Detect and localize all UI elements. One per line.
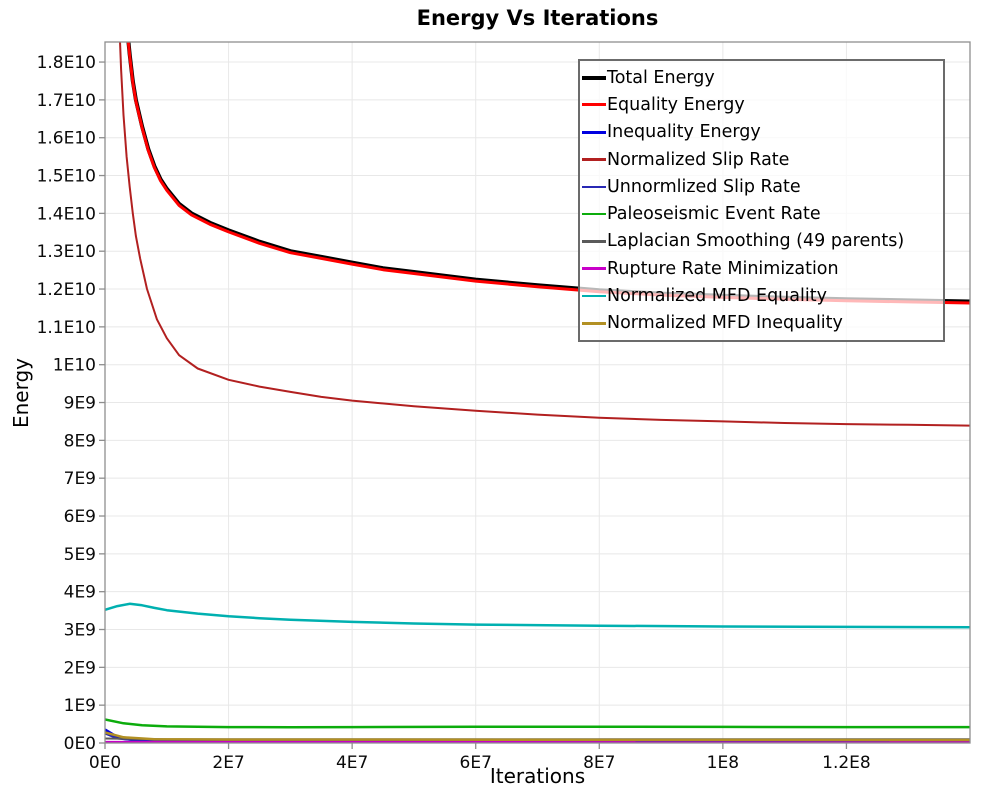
y-tick-label: 3E9 — [64, 621, 96, 641]
legend-swatch — [582, 103, 606, 107]
y-tick-label: 1.1E10 — [37, 318, 96, 338]
x-tick-label: 4E7 — [336, 753, 368, 773]
y-tick-label: 2E9 — [64, 658, 96, 678]
legend-item-label: Paleoseismic Event Rate — [607, 204, 821, 225]
x-tick-label: 0E0 — [89, 753, 121, 773]
legend-swatch — [582, 185, 606, 189]
y-tick-label: 1.2E10 — [37, 280, 96, 300]
plot-border — [104, 41, 971, 744]
legend-swatch — [582, 322, 606, 325]
series-line-paleoseismic-event-rate — [105, 718, 970, 729]
legend-swatch — [582, 294, 606, 298]
y-tick-label: 1.4E10 — [37, 204, 96, 224]
y-tick-label: 1E10 — [53, 356, 96, 376]
y-tick-label: 5E9 — [64, 545, 96, 565]
y-tick-label: 9E9 — [64, 394, 96, 414]
y-tick-label: 1E9 — [64, 696, 96, 716]
legend-item: Rupture Rate Minimization — [582, 259, 941, 279]
y-tick-label: 7E9 — [64, 469, 96, 489]
legend-item: Total Energy — [582, 68, 941, 88]
x-tick-label: 1E8 — [707, 753, 739, 773]
legend-swatch — [582, 75, 606, 80]
y-tick-label: 1.6E10 — [37, 129, 96, 149]
legend-item-label: Normalized Slip Rate — [607, 149, 790, 170]
legend-swatch — [582, 158, 606, 161]
legend-item: Laplacian Smoothing (49 parents) — [582, 231, 941, 251]
legend-item-label: Total Energy — [607, 67, 715, 88]
chart-title: Energy Vs Iterations — [416, 6, 659, 30]
legend-item-label: Equality Energy — [607, 94, 745, 115]
legend-item-label: Normalized MFD Equality — [607, 286, 827, 307]
series-line-normalized-slip-rate — [119, 42, 970, 427]
y-tick-label: 1.5E10 — [37, 167, 96, 187]
legend-item-label: Rupture Rate Minimization — [607, 258, 839, 279]
y-tick-label: 0E0 — [64, 734, 96, 754]
legend-item-label: Laplacian Smoothing (49 parents) — [607, 231, 905, 252]
x-tick-label: 2E7 — [212, 753, 244, 773]
legend-item-label: Normalized MFD Inequality — [607, 313, 843, 334]
legend: Total Energy Equality Energy Inequality En… — [578, 59, 945, 342]
y-tick-label: 1.8E10 — [37, 53, 96, 73]
legend-item-label: Inequality Energy — [607, 122, 761, 143]
y-tick-label: 4E9 — [64, 583, 96, 603]
legend-item-label: Unnormlized Slip Rate — [607, 176, 801, 197]
x-tick-label: 8E7 — [583, 753, 615, 773]
y-tick-label: 8E9 — [64, 431, 96, 451]
legend-swatch — [582, 240, 606, 243]
series-line-normalized-mfd-inequality — [105, 731, 970, 742]
y-tick-label: 6E9 — [64, 507, 96, 527]
legend-item: Unnormlized Slip Rate — [582, 177, 941, 197]
legend-swatch — [582, 130, 606, 134]
legend-swatch — [582, 212, 606, 216]
legend-item: Equality Energy — [582, 95, 941, 115]
y-tick-label: 1.7E10 — [37, 91, 96, 111]
y-tick-label: 1.3E10 — [37, 242, 96, 262]
series-line-normalized-mfd-equality — [105, 602, 970, 629]
legend-item: Normalized MFD Inequality — [582, 313, 941, 333]
legend-swatch — [582, 267, 606, 270]
legend-item: Normalized MFD Equality — [582, 286, 941, 306]
legend-item: Paleoseismic Event Rate — [582, 204, 941, 224]
legend-item: Inequality Energy — [582, 122, 941, 142]
legend-item: Normalized Slip Rate — [582, 150, 941, 170]
x-tick-label: 6E7 — [460, 753, 492, 773]
x-axis-label: Iterations — [489, 764, 586, 788]
x-tick-label: 1.2E8 — [822, 753, 871, 773]
